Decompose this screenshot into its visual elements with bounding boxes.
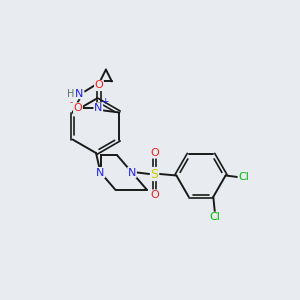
Text: Cl: Cl bbox=[209, 212, 220, 222]
Text: H: H bbox=[67, 88, 74, 99]
Text: S: S bbox=[151, 167, 158, 181]
Text: N: N bbox=[96, 167, 105, 178]
Text: -: - bbox=[70, 98, 73, 107]
Text: N: N bbox=[94, 103, 103, 113]
Text: Cl: Cl bbox=[238, 172, 249, 182]
Text: N: N bbox=[75, 88, 84, 99]
Text: +: + bbox=[100, 97, 108, 106]
Text: N: N bbox=[128, 167, 136, 178]
Text: O: O bbox=[150, 148, 159, 158]
Text: O: O bbox=[150, 190, 159, 200]
Text: O: O bbox=[74, 103, 82, 113]
Text: O: O bbox=[94, 80, 103, 91]
